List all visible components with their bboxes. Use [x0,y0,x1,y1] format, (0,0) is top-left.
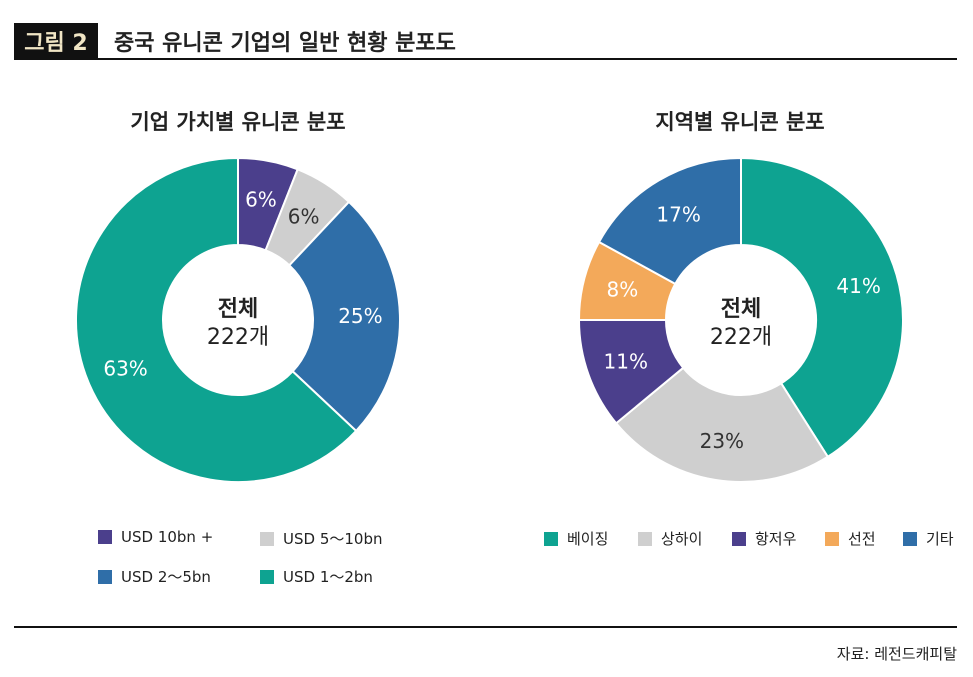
legend-label: 기타 [926,530,954,548]
top-divider [14,58,957,60]
legend-swatch [825,531,839,546]
legend-item-beijing: 베이징 [544,528,608,549]
region-center-label-count: 222개 [710,325,772,350]
legend-swatch [638,531,652,546]
region-slice-기타 [597,156,742,286]
legend-item-usd-1-2bn: USD 1～2bn [260,566,373,587]
legend-item-shenzhen: 선전 [825,528,876,549]
valuation-slice-label-usd-10bn: 6% [245,188,277,212]
legend-item-usd-5-10bn: USD 5～10bn [260,528,382,549]
valuation-slice-label-usd-2-5bn: 25% [338,304,382,328]
legend-label: 선전 [848,530,876,548]
valuation-slice-usd-2-5bn [287,200,401,433]
legend-label: USD 10bn + [121,528,214,546]
figure-number-badge: 그림 2 [14,23,98,59]
region-slice-label-베이징: 41% [836,274,880,298]
region-slice-label-항저우: 11% [604,349,648,373]
legend-item-usd-10bn-plus: USD 10bn + [98,528,213,546]
legend-swatch [903,531,917,546]
legend-label: USD 5～10bn [283,530,383,548]
legend-label: USD 2～5bn [121,568,211,586]
valuation-center-label-title: 전체 [218,297,258,322]
valuation-slice-usd-1-2bn [75,156,358,483]
region-slice-label-기타: 17% [656,203,700,227]
valuation-center-label-count: 222개 [207,325,269,350]
region-slice-베이징 [740,156,904,459]
legend-label: 항저우 [755,530,797,548]
bottom-divider [14,626,957,628]
legend-item-hangzhou: 항저우 [732,528,796,549]
region-slice-상하이 [614,366,830,483]
chart-title-region: 지역별 유니콘 분포 [655,110,825,134]
valuation-slice-label-usd-1-2bn: 63% [103,357,147,381]
legend-label: USD 1～2bn [283,568,373,586]
region-center-label-title: 전체 [721,297,761,322]
legend-item-shanghai: 상하이 [638,528,702,549]
region-slice-label-선전: 8% [606,278,638,302]
valuation-slice-label-usd-5-10bn: 6% [288,205,320,229]
chart-title-valuation: 기업 가치별 유니콘 분포 [130,110,346,134]
legend-swatch [732,531,746,546]
legend-swatch [260,531,274,546]
legend-item-other: 기타 [903,528,954,549]
legend-swatch [98,530,112,544]
figure-title: 중국 유니콘 기업의 일반 현황 분포도 [114,31,456,56]
legend-swatch [260,569,274,584]
source-note: 자료: 레전드캐피탈 [836,645,957,663]
legend-swatch [98,569,112,584]
legend-item-usd-2-5bn: USD 2～5bn [98,566,211,587]
region-slice-label-상하이: 23% [700,429,744,453]
legend-label: 상하이 [661,530,703,548]
legend-swatch [544,531,558,546]
legend-label: 베이징 [567,530,609,548]
